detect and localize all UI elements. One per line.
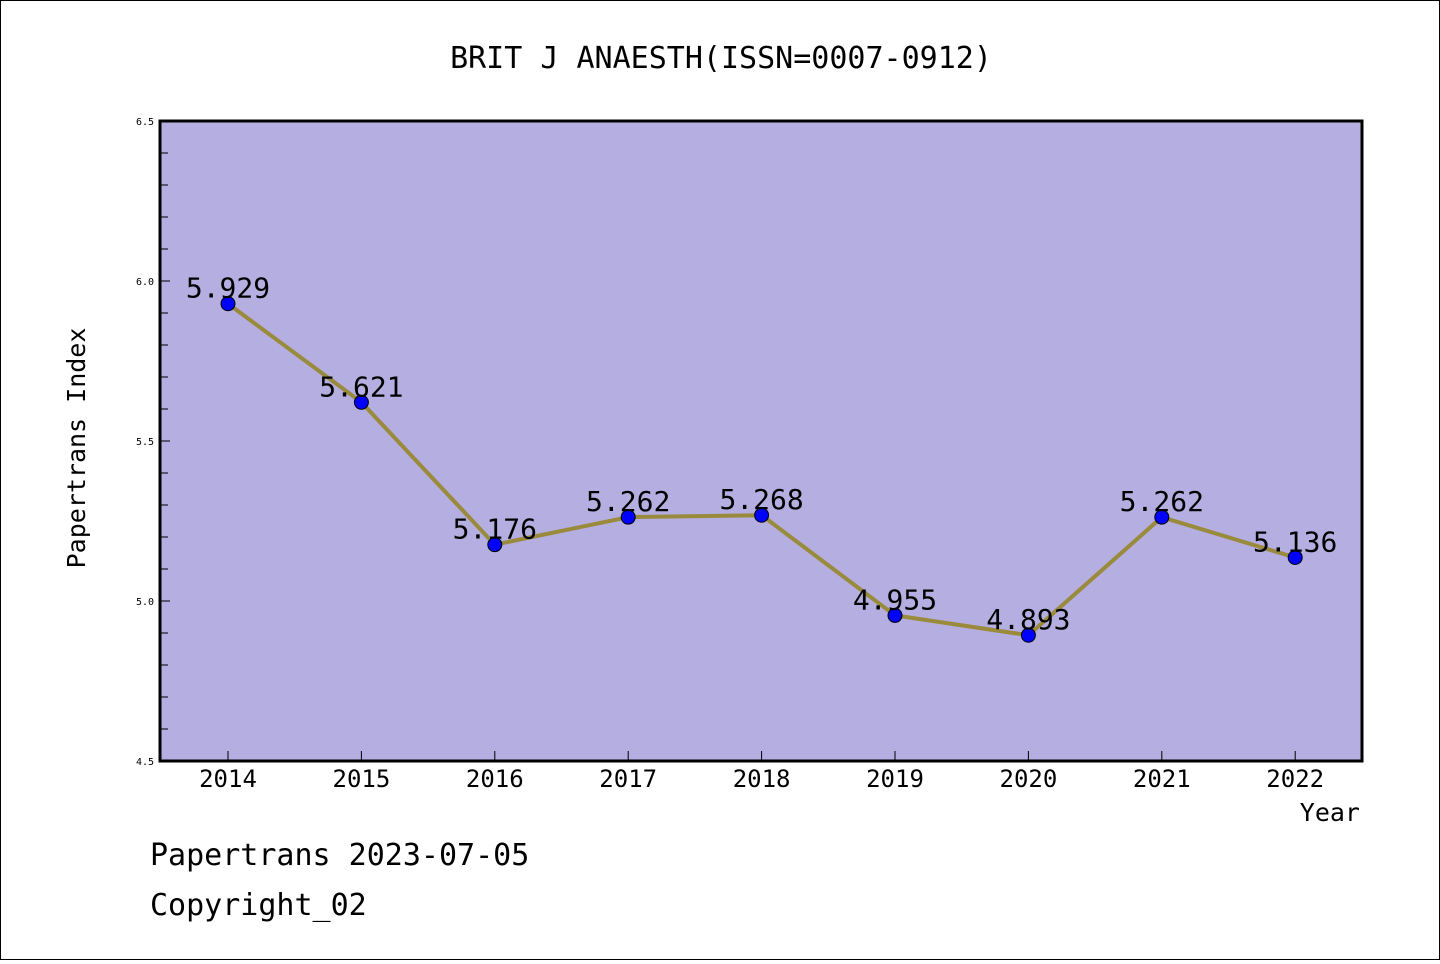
- data-label: 5.262: [1120, 485, 1204, 518]
- x-tick-label: 2014: [199, 765, 257, 793]
- x-tick-label: 2018: [733, 765, 791, 793]
- series-layer: [220, 296, 1303, 643]
- y-tick-label: 6.5: [136, 117, 154, 128]
- data-point: [220, 296, 236, 312]
- data-label: 4.893: [986, 603, 1070, 636]
- x-tick-label: 2019: [866, 765, 924, 793]
- x-tick-label: 2016: [466, 765, 524, 793]
- x-tick-label: 2020: [1000, 765, 1058, 793]
- x-tick-label: 2022: [1266, 765, 1324, 793]
- y-axis-ticks: 4.5 5.0 5.5 6.0 6.5: [136, 117, 170, 768]
- data-point: [754, 507, 770, 523]
- data-label: 5.262: [586, 485, 670, 518]
- data-label: 5.929: [186, 272, 270, 305]
- data-labels-layer: 5.929 5.621 5.176 5.262 5.268 4.955 4.893 5.262…: [186, 272, 1337, 637]
- x-tick-label: 2021: [1133, 765, 1191, 793]
- data-point: [1020, 627, 1036, 643]
- y-tick-label: 4.5: [136, 757, 154, 768]
- data-point: [887, 607, 903, 623]
- data-label: 5.176: [453, 513, 537, 546]
- y-axis-title: Papertrans Index: [62, 328, 91, 569]
- data-point: [1154, 509, 1170, 525]
- data-point: [620, 509, 636, 525]
- footer-source-date: Papertrans 2023-07-05: [150, 838, 529, 873]
- plot-area: [158, 119, 1364, 763]
- y-tick-label: 5.0: [136, 597, 154, 608]
- x-axis-title: Year: [1300, 798, 1360, 827]
- y-tick-label: 6.0: [136, 277, 154, 288]
- data-label: 4.955: [853, 583, 937, 616]
- data-label: 5.136: [1253, 525, 1337, 558]
- data-label: 5.621: [319, 370, 403, 403]
- data-point: [1287, 549, 1303, 565]
- x-tick-label: 2017: [599, 765, 657, 793]
- chart-title: BRIT J ANAESTH(ISSN=0007-0912): [450, 41, 992, 76]
- data-point: [487, 537, 503, 553]
- x-tick-label: 2015: [333, 765, 391, 793]
- footer-copyright: Copyright_02: [150, 888, 367, 923]
- x-axis-ticks: 2014 2015 2016 2017 2018 2019 2020 2021 2022: [199, 751, 1324, 793]
- y-tick-label: 5.5: [136, 437, 154, 448]
- data-label: 5.268: [719, 483, 803, 516]
- data-point: [353, 394, 369, 410]
